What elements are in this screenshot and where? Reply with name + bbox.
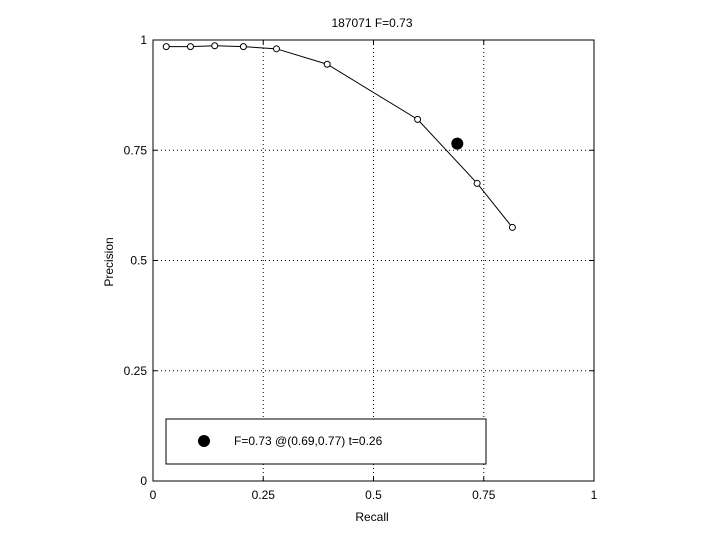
x-tick-label: 0.5: [365, 488, 382, 502]
y-tick-label: 0.75: [124, 143, 148, 157]
data-point: [508, 223, 516, 231]
x-tick-label: 0: [150, 488, 157, 502]
axis-ticks: [152, 39, 595, 482]
data-point: [162, 43, 170, 51]
legend: F=0.73 @(0.69,0.77) t=0.26: [165, 418, 487, 465]
chart-title: 187071 F=0.73: [331, 16, 412, 30]
data-point: [272, 45, 280, 53]
y-tick-label: 0.25: [124, 364, 148, 378]
data-point: [414, 115, 422, 123]
x-tick-label: 1: [591, 488, 598, 502]
data-point: [473, 179, 481, 187]
data-point: [323, 60, 331, 68]
y-tick-label: 0: [140, 474, 147, 488]
data-point: [239, 43, 247, 51]
x-tick-labels: 0 0.25 0.5 0.75 1: [150, 488, 598, 502]
y-axis-label: Precision: [102, 237, 116, 286]
y-tick-label: 1: [140, 33, 147, 47]
series-layer: [162, 42, 516, 231]
legend-marker: [198, 435, 210, 447]
y-tick-labels: 0 0.25 0.5 0.75 1: [124, 33, 148, 488]
data-point: [211, 42, 219, 50]
y-tick-label: 0.5: [130, 254, 147, 268]
grid-lines: [153, 40, 594, 481]
plot-area: [152, 39, 595, 482]
legend-label: F=0.73 @(0.69,0.77) t=0.26: [234, 434, 383, 448]
legend-box: [165, 418, 487, 465]
x-axis-label: Recall: [355, 510, 388, 524]
x-tick-label: 0.25: [252, 488, 276, 502]
x-tick-label: 0.75: [472, 488, 496, 502]
best-f-point: [451, 137, 464, 150]
data-point: [186, 43, 194, 51]
